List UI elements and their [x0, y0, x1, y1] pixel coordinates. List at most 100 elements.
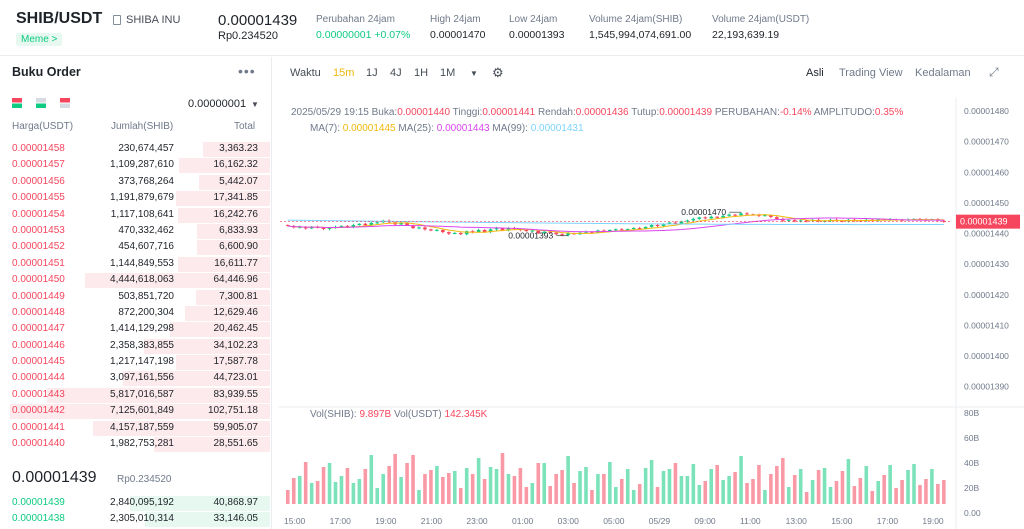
candlestick-chart[interactable]: 0.00001480 0.00001470 0.00001460 0.00001450…	[278, 97, 1024, 529]
candle-body	[447, 232, 451, 234]
ask-row[interactable]: 0.00001453 470,332,462 6,833.93	[0, 223, 272, 239]
volume-bar	[536, 463, 541, 504]
bid-row[interactable]: 0.00001438 2,305,010,314 33,146.05	[0, 511, 272, 528]
volume-bar	[291, 478, 296, 504]
volume-bar	[745, 483, 749, 504]
candle-body	[625, 229, 630, 231]
ask-row[interactable]: 0.00001443 5,817,016,587 83,939.55	[0, 387, 272, 403]
volume-bar	[357, 479, 362, 504]
fullscreen-icon[interactable]: ⤢	[989, 65, 999, 79]
order-amount: 7,125,601,849	[110, 405, 174, 417]
meme-tag[interactable]: Meme >	[16, 33, 63, 46]
volume-bar	[363, 469, 368, 504]
ask-row[interactable]: 0.00001440 1,982,753,281 28,551.65	[0, 436, 272, 453]
ask-row[interactable]: 0.00001446 2,358,383,855 34,102.23	[0, 338, 272, 354]
ask-row[interactable]: 0.00001456 373,768,264 5,442.07	[0, 174, 272, 190]
precision-select[interactable]: 0.00000001	[188, 98, 247, 110]
ask-row[interactable]: 0.00001451 1,144,849,553 16,611.77	[0, 256, 272, 272]
interval-1m[interactable]: 1M	[440, 67, 456, 79]
interval-1h[interactable]: 1H	[414, 67, 429, 79]
volume-bar	[452, 471, 457, 504]
volume-bar	[691, 464, 696, 504]
interval-4j[interactable]: 4J	[390, 67, 402, 79]
view-depth[interactable]: Kedalaman	[915, 67, 971, 79]
volume-bar	[703, 481, 708, 504]
ask-row[interactable]: 0.00001455 1,191,879,679 17,341.85	[0, 190, 272, 207]
volume-bar	[864, 466, 869, 504]
token-info-icon[interactable]	[113, 15, 121, 25]
settings-gear-icon[interactable]: ⚙	[492, 65, 504, 80]
ask-row[interactable]: 0.00001448 872,200,304 12,629.46	[0, 305, 272, 321]
volume-bar	[739, 456, 743, 504]
interval-1j[interactable]: 1J	[366, 67, 378, 79]
ask-row[interactable]: 0.00001452 454,607,716 6,600.90	[0, 239, 272, 256]
order-price: 0.00001444	[12, 372, 65, 384]
candle-body	[763, 215, 767, 217]
order-total: 59,905.07	[213, 421, 259, 433]
ask-row[interactable]: 0.00001450 4,444,618,063 64,446.96	[0, 272, 272, 289]
interval-15m[interactable]: 15m	[333, 67, 355, 79]
ask-row[interactable]: 0.00001441 4,157,187,559 59,905.07	[0, 420, 272, 436]
candle-body	[798, 220, 803, 222]
mid-price[interactable]: 0.00001439 Rp0.234520	[12, 469, 172, 487]
more-intervals-icon[interactable]: ▼	[470, 69, 478, 78]
volume-bar	[512, 476, 517, 504]
order-price: 0.00001450	[12, 274, 65, 286]
both-sides-view-icon[interactable]	[12, 98, 22, 108]
mid-price-idr: Rp0.234520	[117, 474, 172, 485]
volume-bar	[727, 476, 731, 504]
x-tick-label: 03:00	[558, 516, 580, 526]
pair-title[interactable]: SHIB/USDT	[16, 10, 103, 27]
ask-row[interactable]: 0.00001442 7,125,601,849 102,751.18	[0, 403, 272, 420]
candle-body	[786, 220, 791, 222]
candle-body	[470, 231, 475, 233]
view-trading-view[interactable]: Trading View	[839, 67, 903, 79]
volume-bar	[655, 487, 660, 504]
more-dots-icon[interactable]: •••	[238, 63, 256, 79]
candle-body	[608, 229, 612, 232]
depth-bar	[178, 158, 270, 174]
ask-row[interactable]: 0.00001457 1,109,287,610 16,162.32	[0, 157, 272, 174]
candle-body	[781, 218, 785, 221]
candle-body	[542, 231, 547, 233]
bid-row[interactable]: 0.00001439 2,840,095,192 40,868.97	[0, 495, 272, 511]
candle-body	[691, 218, 696, 221]
order-amount: 1,144,849,553	[110, 257, 174, 269]
volume-bar	[482, 479, 487, 504]
depth-bar	[46, 387, 270, 403]
bids-view-icon[interactable]	[36, 98, 46, 108]
candle-body	[506, 228, 511, 231]
candle-body	[679, 221, 684, 224]
volume-bar	[715, 465, 719, 504]
volume-bar	[912, 464, 916, 504]
volume-bar	[798, 469, 803, 504]
chart-panel: Waktu 15m 1J 4J 1H 1M ▼ ⚙ Asli Trading V…	[278, 57, 1024, 529]
volume-bar	[530, 483, 535, 504]
ask-row[interactable]: 0.00001449 503,851,720 7,300.81	[0, 289, 272, 305]
volume-bar	[906, 470, 910, 504]
depth-bar	[195, 289, 270, 305]
candle-body	[560, 234, 564, 236]
candle-body	[321, 227, 326, 230]
ma-readout: MA(7): 0.00001445 MA(25): 0.00001443 MA(…	[310, 123, 584, 134]
ask-row[interactable]: 0.00001458 230,674,457 3,363.23	[0, 141, 272, 157]
ask-row[interactable]: 0.00001447 1,414,129,298 20,462.45	[0, 321, 272, 338]
asks-view-icon[interactable]	[60, 98, 70, 108]
volume-bar	[846, 459, 851, 504]
vol-shib-value: 9.897B	[359, 409, 392, 420]
ask-row[interactable]: 0.00001454 1,117,108,641 16,242.76	[0, 207, 272, 223]
volume-bar	[757, 465, 761, 504]
vol-tick-label: 40B	[964, 458, 979, 468]
view-asli[interactable]: Asli	[806, 67, 824, 79]
order-amount: 1,191,879,679	[110, 192, 174, 204]
volume-bar	[447, 473, 451, 504]
ask-row[interactable]: 0.00001445 1,217,147,198 17,587.78	[0, 354, 272, 371]
order-total: 20,462.45	[213, 323, 259, 335]
ask-row[interactable]: 0.00001444 3,097,161,556 44,723.01	[0, 370, 272, 387]
order-book-title: Buku Order	[12, 65, 81, 79]
candle-body	[441, 229, 445, 233]
chevron-down-icon[interactable]: ▼	[251, 100, 259, 109]
x-tick-label: 15:00	[831, 516, 853, 526]
ask-rows: 0.00001458 230,674,457 3,363.23 0.00001457 1…	[0, 141, 272, 453]
volume-bar	[375, 488, 380, 504]
